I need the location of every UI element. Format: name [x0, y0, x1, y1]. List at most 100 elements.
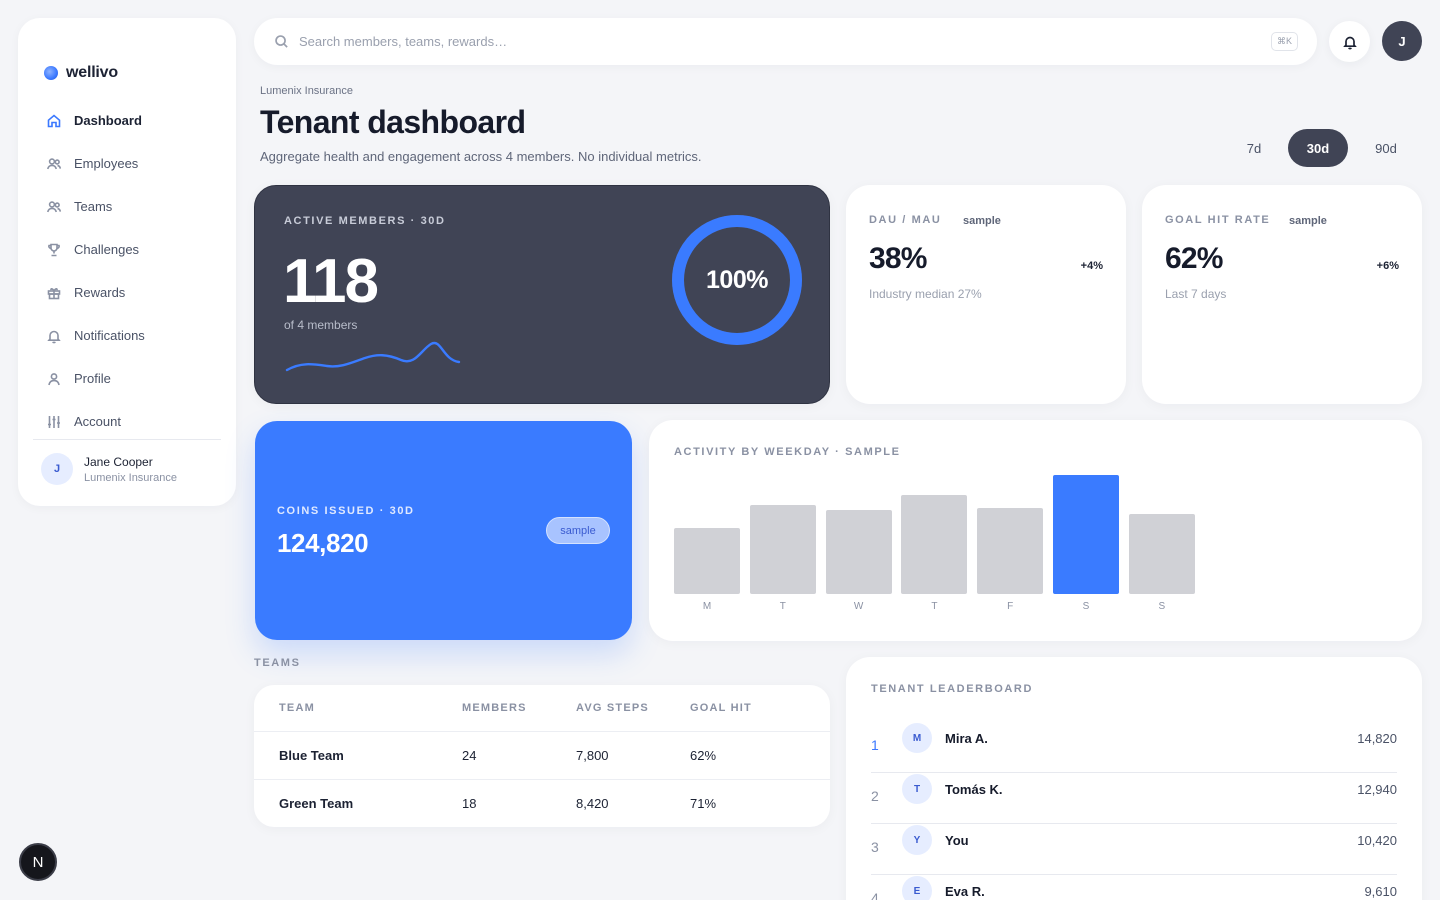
- activity-bar: [674, 528, 740, 594]
- sample-badge: sample: [546, 517, 610, 544]
- search-icon: [275, 35, 288, 48]
- sidebar-item-label: Notifications: [74, 328, 145, 343]
- sidebar-item-label: Teams: [74, 199, 113, 214]
- bar-tick-label: F: [1007, 601, 1014, 612]
- row-divider: [871, 874, 1397, 875]
- leaderboard-rank: 1: [871, 737, 879, 753]
- leaderboard-score: 12,940: [1357, 782, 1397, 797]
- sidebar-nav: Dashboard Employees Teams Challenges Rew…: [32, 99, 222, 443]
- brand-logo-icon: [44, 66, 58, 80]
- activity-bar: [901, 495, 968, 594]
- sidebar-user-card[interactable]: J Jane Cooper Lumenix Insurance: [41, 453, 177, 485]
- tenant-leaderboard-card: TENANT LEADERBOARD 1 M Mira A. 14,820 2 …: [846, 657, 1422, 900]
- leaderboard-name: Mira A.: [945, 731, 988, 746]
- search-bar[interactable]: ⌘K: [254, 18, 1317, 65]
- chart-title: ACTIVITY BY WEEKDAY · SAMPLE: [674, 446, 901, 458]
- bell-icon: [1342, 36, 1357, 49]
- users-icon: [47, 200, 62, 212]
- range-90d-button[interactable]: 90d: [1375, 140, 1397, 156]
- column-header: GOAL HIT: [690, 702, 752, 714]
- active-members-value: 118: [283, 247, 379, 316]
- teams-table: TEAM MEMBERS AVG STEPS GOAL HIT Blue Tea…: [254, 685, 830, 827]
- coins-issued-label: COINS ISSUED · 30D: [277, 505, 415, 517]
- leaderboard-title: TENANT LEADERBOARD: [871, 683, 1034, 695]
- goal-hit-value: 62%: [1165, 242, 1223, 275]
- trophy-icon: [48, 243, 60, 256]
- sidebar-item-challenges[interactable]: Challenges: [32, 228, 222, 271]
- coins-issued-value: 124,820: [277, 528, 369, 558]
- sidebar-item-teams[interactable]: Teams: [32, 185, 222, 228]
- user-org: Lumenix Insurance: [84, 471, 177, 484]
- goal-hit-note: Last 7 days: [1165, 287, 1227, 301]
- team-members: 24: [462, 748, 477, 763]
- user-avatar-button[interactable]: J: [1382, 21, 1422, 61]
- leaderboard-rank: 3: [871, 839, 879, 855]
- user-icon: [48, 372, 60, 385]
- leaderboard-row[interactable]: 3 Y You 10,420: [871, 824, 1397, 875]
- activity-bar: [749, 505, 816, 594]
- dau-mau-delta: +4%: [1080, 260, 1103, 272]
- sidebar-item-label: Dashboard: [74, 113, 142, 128]
- sidebar-item-notifications[interactable]: Notifications: [32, 314, 222, 357]
- range-7d-button[interactable]: 7d: [1246, 140, 1262, 156]
- avatar: Y: [902, 825, 932, 855]
- teams-section-label: TEAMS: [254, 657, 301, 669]
- column-header: AVG STEPS: [576, 702, 649, 714]
- sidebar-item-profile[interactable]: Profile: [32, 357, 222, 400]
- sidebar-item-employees[interactable]: Employees: [32, 142, 222, 185]
- team-avg-steps: 8,420: [576, 796, 609, 811]
- leaderboard-row[interactable]: 2 T Tomás K. 12,940: [871, 773, 1397, 824]
- dev-tools-badge[interactable]: N: [19, 843, 57, 881]
- row-divider: [871, 772, 1397, 773]
- avatar: T: [902, 774, 932, 804]
- sidebar-item-label: Rewards: [74, 285, 126, 300]
- row-divider: [254, 779, 830, 780]
- sidebar-item-account[interactable]: Account: [32, 400, 222, 443]
- avatar: E: [902, 876, 932, 900]
- brand-name: wellivo: [66, 64, 118, 81]
- leaderboard-name: Eva R.: [945, 884, 985, 899]
- range-30d-button[interactable]: 30d: [1288, 129, 1348, 167]
- sidebar: wellivo Dashboard Employees Teams Challe…: [18, 18, 236, 506]
- sidebar-item-rewards[interactable]: Rewards: [32, 271, 222, 314]
- bar-tick-label: T: [779, 601, 786, 612]
- team-avg-steps: 7,800: [576, 748, 609, 763]
- page-subtitle: Aggregate health and engagement across 4…: [260, 149, 702, 164]
- sidebar-item-label: Account: [74, 414, 121, 429]
- activity-bar: [825, 510, 892, 594]
- leaderboard-row[interactable]: 1 M Mira A. 14,820: [871, 722, 1397, 773]
- sliders-icon: [48, 415, 60, 428]
- sidebar-item-label: Profile: [74, 371, 111, 386]
- bell-icon: [47, 330, 61, 343]
- tenant-name: Lumenix Insurance: [260, 85, 353, 97]
- column-header: TEAM: [279, 702, 315, 714]
- leaderboard-row[interactable]: 4 E Eva R. 9,610: [871, 875, 1397, 900]
- leaderboard-rank: 2: [871, 788, 879, 804]
- search-input[interactable]: [299, 34, 1239, 49]
- bar-tick-label: M: [702, 601, 712, 612]
- shortcut-hint: ⌘K: [1271, 32, 1298, 51]
- goal-hit-delta: +6%: [1376, 260, 1399, 272]
- user-name: Jane Cooper: [84, 454, 153, 469]
- leaderboard-name: Tomás K.: [945, 782, 1003, 797]
- sidebar-item-dashboard[interactable]: Dashboard: [32, 99, 222, 142]
- activity-bar: [977, 508, 1044, 594]
- row-divider: [871, 823, 1397, 824]
- column-header: MEMBERS: [462, 702, 527, 714]
- goal-hit-label: GOAL HIT RATE: [1165, 214, 1271, 226]
- notifications-button[interactable]: [1329, 21, 1370, 62]
- leaderboard-name: You: [945, 833, 969, 848]
- goal-hit-card: GOAL HIT RATE sample 62% +6% Last 7 days: [1142, 185, 1422, 404]
- bar-tick-label: S: [1158, 601, 1166, 612]
- activity-bar: [1128, 514, 1195, 594]
- leaderboard-score: 14,820: [1357, 731, 1397, 746]
- team-name: Green Team: [279, 796, 354, 811]
- dau-mau-card: DAU / MAU sample 38% +4% Industry median…: [846, 185, 1126, 404]
- brand[interactable]: wellivo: [44, 64, 118, 82]
- active-members-card: ACTIVE MEMBERS · 30D 118 of 4 members 10…: [254, 185, 830, 404]
- sidebar-item-label: Challenges: [74, 242, 140, 257]
- dau-mau-value: 38%: [869, 242, 927, 275]
- active-members-label: ACTIVE MEMBERS · 30D: [284, 215, 446, 227]
- bar-tick-label: T: [931, 601, 938, 612]
